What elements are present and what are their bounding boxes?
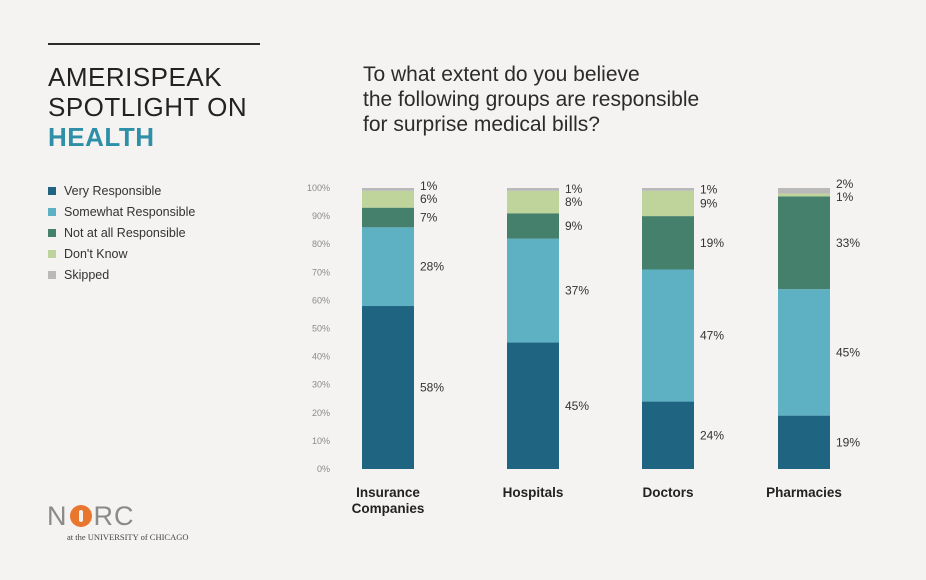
legend-label: Somewhat Responsible (64, 204, 196, 219)
data-label: 1% (836, 190, 854, 204)
bar-segment (642, 216, 694, 270)
legend-label: Don't Know (64, 246, 128, 261)
legend-swatch (48, 228, 56, 237)
header-rule (48, 43, 260, 45)
legend-swatch (48, 186, 56, 195)
brand-line-2: SPOTLIGHT ON (48, 92, 248, 122)
logo-text-right: RC (93, 501, 135, 531)
data-label: 9% (565, 219, 583, 233)
bar-segment (507, 238, 559, 343)
y-tick-label: 20% (312, 408, 330, 418)
norc-logo: N RC at the UNIVERSITY of CHICAGO (47, 502, 189, 542)
bar-segment (642, 188, 694, 191)
bar-segment (778, 196, 830, 290)
bar-segment (642, 190, 694, 217)
data-label: 58% (420, 381, 444, 395)
chart-question: To what extent do you believe the follow… (363, 62, 699, 137)
bar-segment (362, 188, 414, 191)
legend-swatch (48, 270, 56, 279)
bar-segment (362, 306, 414, 469)
bar-segment (507, 342, 559, 469)
chart-legend: Very Responsible Somewhat Responsible No… (48, 180, 195, 285)
data-label: 6% (420, 192, 438, 206)
logo-o-icon (69, 505, 92, 527)
y-tick-label: 70% (312, 267, 330, 277)
legend-swatch (48, 207, 56, 216)
y-tick-label: 80% (312, 239, 330, 249)
question-line-2: the following groups are responsible (363, 88, 700, 111)
bar-segment (507, 190, 559, 214)
legend-item-very-responsible: Very Responsible (48, 180, 195, 201)
data-label: 19% (836, 435, 860, 449)
bar-segment (507, 213, 559, 239)
y-tick-label: 60% (312, 295, 330, 305)
category-label: Hospitals (503, 485, 564, 500)
legend-label: Skipped (64, 267, 110, 282)
data-label: 33% (836, 236, 860, 250)
bar-segment (778, 188, 830, 194)
data-label: 24% (700, 428, 724, 442)
y-tick-label: 50% (312, 324, 330, 334)
bar-segment (778, 193, 830, 197)
bar-segment (362, 227, 414, 307)
legend-item-not-at-all-responsible: Not at all Responsible (48, 222, 195, 243)
data-label: 19% (700, 236, 724, 250)
data-label: 1% (565, 182, 583, 196)
data-label: 7% (420, 211, 438, 225)
data-label: 2% (836, 177, 854, 191)
legend-item-dont-know: Don't Know (48, 243, 195, 264)
bar-segment (362, 190, 414, 208)
data-label: 28% (420, 260, 444, 274)
bar-segment (362, 207, 414, 228)
brand-title: AMERISPEAK SPOTLIGHT ON HEALTH (48, 62, 247, 152)
data-label: 37% (565, 284, 589, 298)
legend-swatch (48, 249, 56, 258)
question-line-1: To what extent do you believe (363, 63, 640, 86)
data-label: 47% (700, 329, 724, 343)
bar-segment (778, 289, 830, 416)
category-label: Doctors (642, 485, 693, 500)
data-label: 1% (420, 179, 438, 193)
legend-item-skipped: Skipped (48, 264, 195, 285)
question-line-3: for surprise medical bills? (363, 113, 600, 136)
legend-item-somewhat-responsible: Somewhat Responsible (48, 201, 195, 222)
brand-line-3: HEALTH (48, 122, 155, 152)
category-label: Pharmacies (766, 485, 842, 500)
data-label: 1% (700, 182, 718, 196)
y-tick-label: 90% (312, 211, 330, 221)
data-label: 45% (565, 399, 589, 413)
y-tick-label: 0% (317, 464, 330, 474)
bar-segment (642, 269, 694, 402)
data-label: 9% (700, 196, 718, 210)
brand-line-1: AMERISPEAK (48, 62, 223, 92)
category-label: Insurance (356, 485, 420, 500)
y-tick-label: 30% (312, 380, 330, 390)
logo-wordmark: N RC (47, 502, 189, 530)
y-tick-label: 100% (307, 183, 330, 193)
category-label: Companies (352, 501, 425, 516)
logo-text-left: N (47, 501, 68, 531)
bar-segment (642, 401, 694, 469)
legend-label: Very Responsible (64, 183, 162, 198)
data-label: 8% (565, 195, 583, 209)
bar-segment (507, 188, 559, 191)
y-tick-label: 10% (312, 436, 330, 446)
legend-label: Not at all Responsible (64, 225, 186, 240)
bar-segment (778, 415, 830, 469)
logo-subtitle: at the UNIVERSITY of CHICAGO (67, 532, 189, 542)
y-tick-label: 40% (312, 352, 330, 362)
data-label: 45% (836, 345, 860, 359)
